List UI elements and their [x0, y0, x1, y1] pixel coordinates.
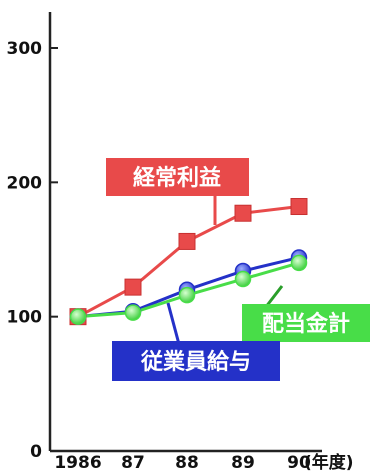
y-tick-label: 200: [7, 173, 43, 193]
x-tick-label: 89: [231, 453, 255, 473]
y-tick-label: 300: [7, 39, 43, 59]
data-point: [124, 278, 142, 296]
y-tick-label: 100: [7, 308, 43, 328]
callout-salary: 従業員給与: [112, 302, 280, 381]
x-tick-label: 87: [121, 453, 145, 473]
data-point: [290, 254, 308, 272]
y-tick-label: 0: [30, 442, 42, 462]
x-tick-label: 1986: [54, 453, 101, 473]
data-point: [234, 204, 252, 222]
callout-dividend: 配当金計: [242, 285, 370, 342]
series-label-profit: 経常利益: [133, 165, 221, 191]
data-point: [69, 308, 87, 325]
series-label-salary: 従業員給与: [140, 349, 251, 375]
data-point: [124, 304, 142, 321]
series-label-dividend: 配当金計: [262, 311, 350, 337]
callout-profit: 経常利益: [106, 158, 249, 225]
x-tick-label: 90: [287, 453, 311, 473]
x-tick-label: 88: [175, 453, 199, 473]
data-point: [290, 198, 308, 216]
data-point: [178, 286, 196, 304]
data-point: [178, 232, 196, 250]
data-point: [234, 270, 252, 288]
x-axis-unit: (年度): [304, 452, 354, 473]
